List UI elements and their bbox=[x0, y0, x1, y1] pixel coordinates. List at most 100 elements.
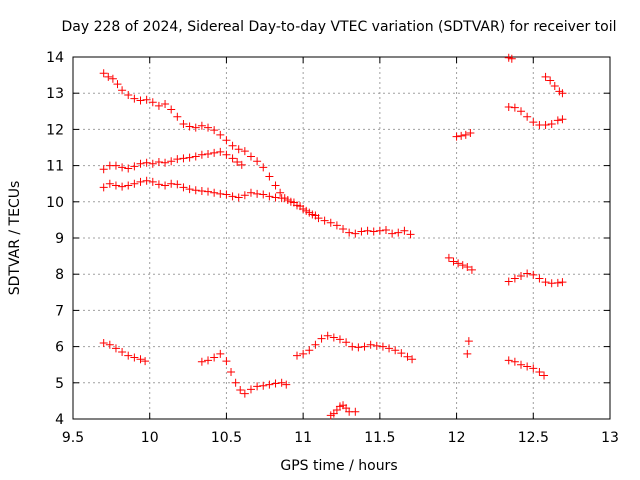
data-point bbox=[400, 226, 409, 235]
data-point bbox=[305, 346, 314, 355]
data-point bbox=[105, 179, 114, 188]
data-point bbox=[360, 342, 369, 351]
data-point bbox=[271, 379, 280, 388]
data-point bbox=[141, 357, 150, 366]
data-point bbox=[142, 176, 151, 185]
data-point bbox=[394, 228, 403, 237]
data-point bbox=[397, 349, 406, 358]
data-point bbox=[454, 259, 463, 268]
data-point bbox=[529, 118, 538, 127]
data-point bbox=[124, 91, 133, 100]
data-point bbox=[130, 162, 139, 171]
data-point bbox=[535, 274, 544, 283]
data-point bbox=[289, 198, 298, 207]
data-point bbox=[517, 360, 526, 369]
data-point bbox=[357, 227, 366, 236]
data-point bbox=[124, 164, 133, 173]
data-point bbox=[111, 161, 120, 170]
data-point bbox=[510, 357, 519, 366]
y-axis-label: SDTVAR / TECUs bbox=[7, 181, 23, 296]
data-point bbox=[558, 278, 567, 287]
data-point bbox=[204, 123, 213, 132]
y-tick-label: 8 bbox=[55, 267, 64, 283]
data-point bbox=[464, 337, 473, 346]
data-point bbox=[105, 340, 114, 349]
data-point bbox=[463, 349, 472, 358]
data-point bbox=[523, 112, 532, 121]
data-point bbox=[210, 148, 219, 157]
data-point bbox=[210, 353, 219, 362]
data-point bbox=[335, 335, 344, 344]
data-point bbox=[108, 74, 117, 83]
data-point bbox=[449, 257, 458, 266]
data-point bbox=[136, 177, 145, 186]
data-point bbox=[233, 157, 242, 166]
data-point bbox=[385, 344, 394, 353]
series-arc-10 bbox=[463, 337, 473, 358]
y-tick-label: 5 bbox=[55, 376, 64, 392]
chart-title: Day 228 of 2024, Sidereal Day-to-day VTE… bbox=[61, 19, 616, 35]
data-point bbox=[317, 334, 326, 343]
data-point bbox=[148, 159, 157, 168]
data-point bbox=[369, 227, 378, 236]
data-point bbox=[246, 152, 255, 161]
data-point bbox=[271, 193, 280, 202]
data-point bbox=[351, 407, 360, 416]
data-point bbox=[510, 103, 519, 112]
x-tick-label: 13 bbox=[601, 430, 619, 446]
y-tick-label: 6 bbox=[55, 340, 64, 356]
x-axis-label: GPS time / hours bbox=[280, 458, 397, 474]
data-point bbox=[222, 136, 231, 145]
data-point bbox=[293, 351, 302, 360]
data-point bbox=[276, 188, 285, 197]
axis-ticks: 9.5 10 10.5 11 11.5 12 12.5 13 4 5 6 7 8 9 10 11 12 13 14 bbox=[46, 50, 619, 446]
data-point bbox=[363, 226, 372, 235]
data-point bbox=[197, 121, 206, 130]
data-point bbox=[535, 367, 544, 376]
data-point bbox=[308, 210, 317, 219]
data-point bbox=[265, 380, 274, 389]
data-point bbox=[372, 341, 381, 350]
data-point bbox=[375, 226, 384, 235]
data-point bbox=[185, 185, 194, 194]
data-point bbox=[99, 69, 108, 78]
data-point bbox=[118, 348, 127, 357]
y-tick-label: 11 bbox=[46, 159, 64, 175]
data-point bbox=[197, 186, 206, 195]
x-tick-label: 12 bbox=[448, 430, 466, 446]
series-arc-7 bbox=[326, 401, 360, 420]
data-point bbox=[529, 270, 538, 279]
data-point bbox=[302, 206, 311, 215]
data-point bbox=[136, 355, 145, 364]
data-point bbox=[510, 274, 519, 283]
data-point bbox=[296, 202, 305, 211]
data-point bbox=[148, 177, 157, 186]
data-point bbox=[271, 181, 280, 190]
data-point bbox=[467, 265, 476, 274]
data-point bbox=[540, 371, 549, 380]
data-point bbox=[253, 189, 262, 198]
data-point bbox=[191, 123, 200, 132]
data-point bbox=[550, 81, 559, 90]
data-point bbox=[124, 351, 133, 360]
data-point bbox=[104, 72, 113, 81]
data-point bbox=[461, 130, 470, 139]
y-tick-label: 4 bbox=[55, 412, 64, 428]
data-point bbox=[236, 386, 245, 395]
data-point bbox=[354, 343, 363, 352]
data-point bbox=[222, 357, 231, 366]
data-point bbox=[154, 180, 163, 189]
data-point bbox=[378, 342, 387, 351]
data-point bbox=[523, 269, 532, 278]
series-arc-14 bbox=[504, 269, 567, 288]
data-point bbox=[444, 253, 453, 262]
data-point bbox=[541, 72, 550, 81]
data-point bbox=[553, 116, 562, 125]
data-point bbox=[191, 186, 200, 195]
data-point bbox=[191, 152, 200, 161]
data-point bbox=[99, 338, 108, 347]
data-point bbox=[408, 355, 417, 364]
data-point bbox=[142, 95, 151, 104]
data-point bbox=[227, 367, 236, 376]
x-tick-label: 9.5 bbox=[62, 430, 84, 446]
